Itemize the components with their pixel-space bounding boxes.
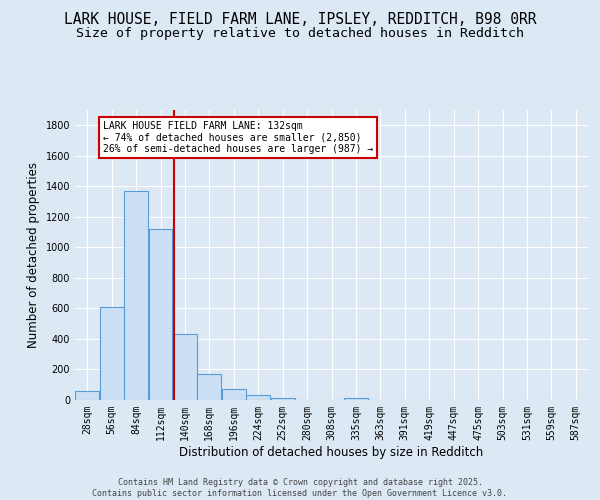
Bar: [100, 307, 124, 400]
Bar: [124, 191, 148, 400]
Text: Size of property relative to detached houses in Redditch: Size of property relative to detached ho…: [76, 28, 524, 40]
Text: Contains HM Land Registry data © Crown copyright and database right 2025.
Contai: Contains HM Land Registry data © Crown c…: [92, 478, 508, 498]
Bar: [173, 334, 197, 400]
Bar: [271, 398, 295, 400]
X-axis label: Distribution of detached houses by size in Redditch: Distribution of detached houses by size …: [179, 446, 484, 458]
Bar: [246, 396, 270, 400]
Text: LARK HOUSE, FIELD FARM LANE, IPSLEY, REDDITCH, B98 0RR: LARK HOUSE, FIELD FARM LANE, IPSLEY, RED…: [64, 12, 536, 28]
Bar: [222, 390, 246, 400]
Bar: [75, 391, 99, 400]
Bar: [149, 229, 172, 400]
Bar: [344, 398, 368, 400]
Bar: [197, 374, 221, 400]
Y-axis label: Number of detached properties: Number of detached properties: [27, 162, 40, 348]
Text: LARK HOUSE FIELD FARM LANE: 132sqm
← 74% of detached houses are smaller (2,850)
: LARK HOUSE FIELD FARM LANE: 132sqm ← 74%…: [103, 121, 373, 154]
